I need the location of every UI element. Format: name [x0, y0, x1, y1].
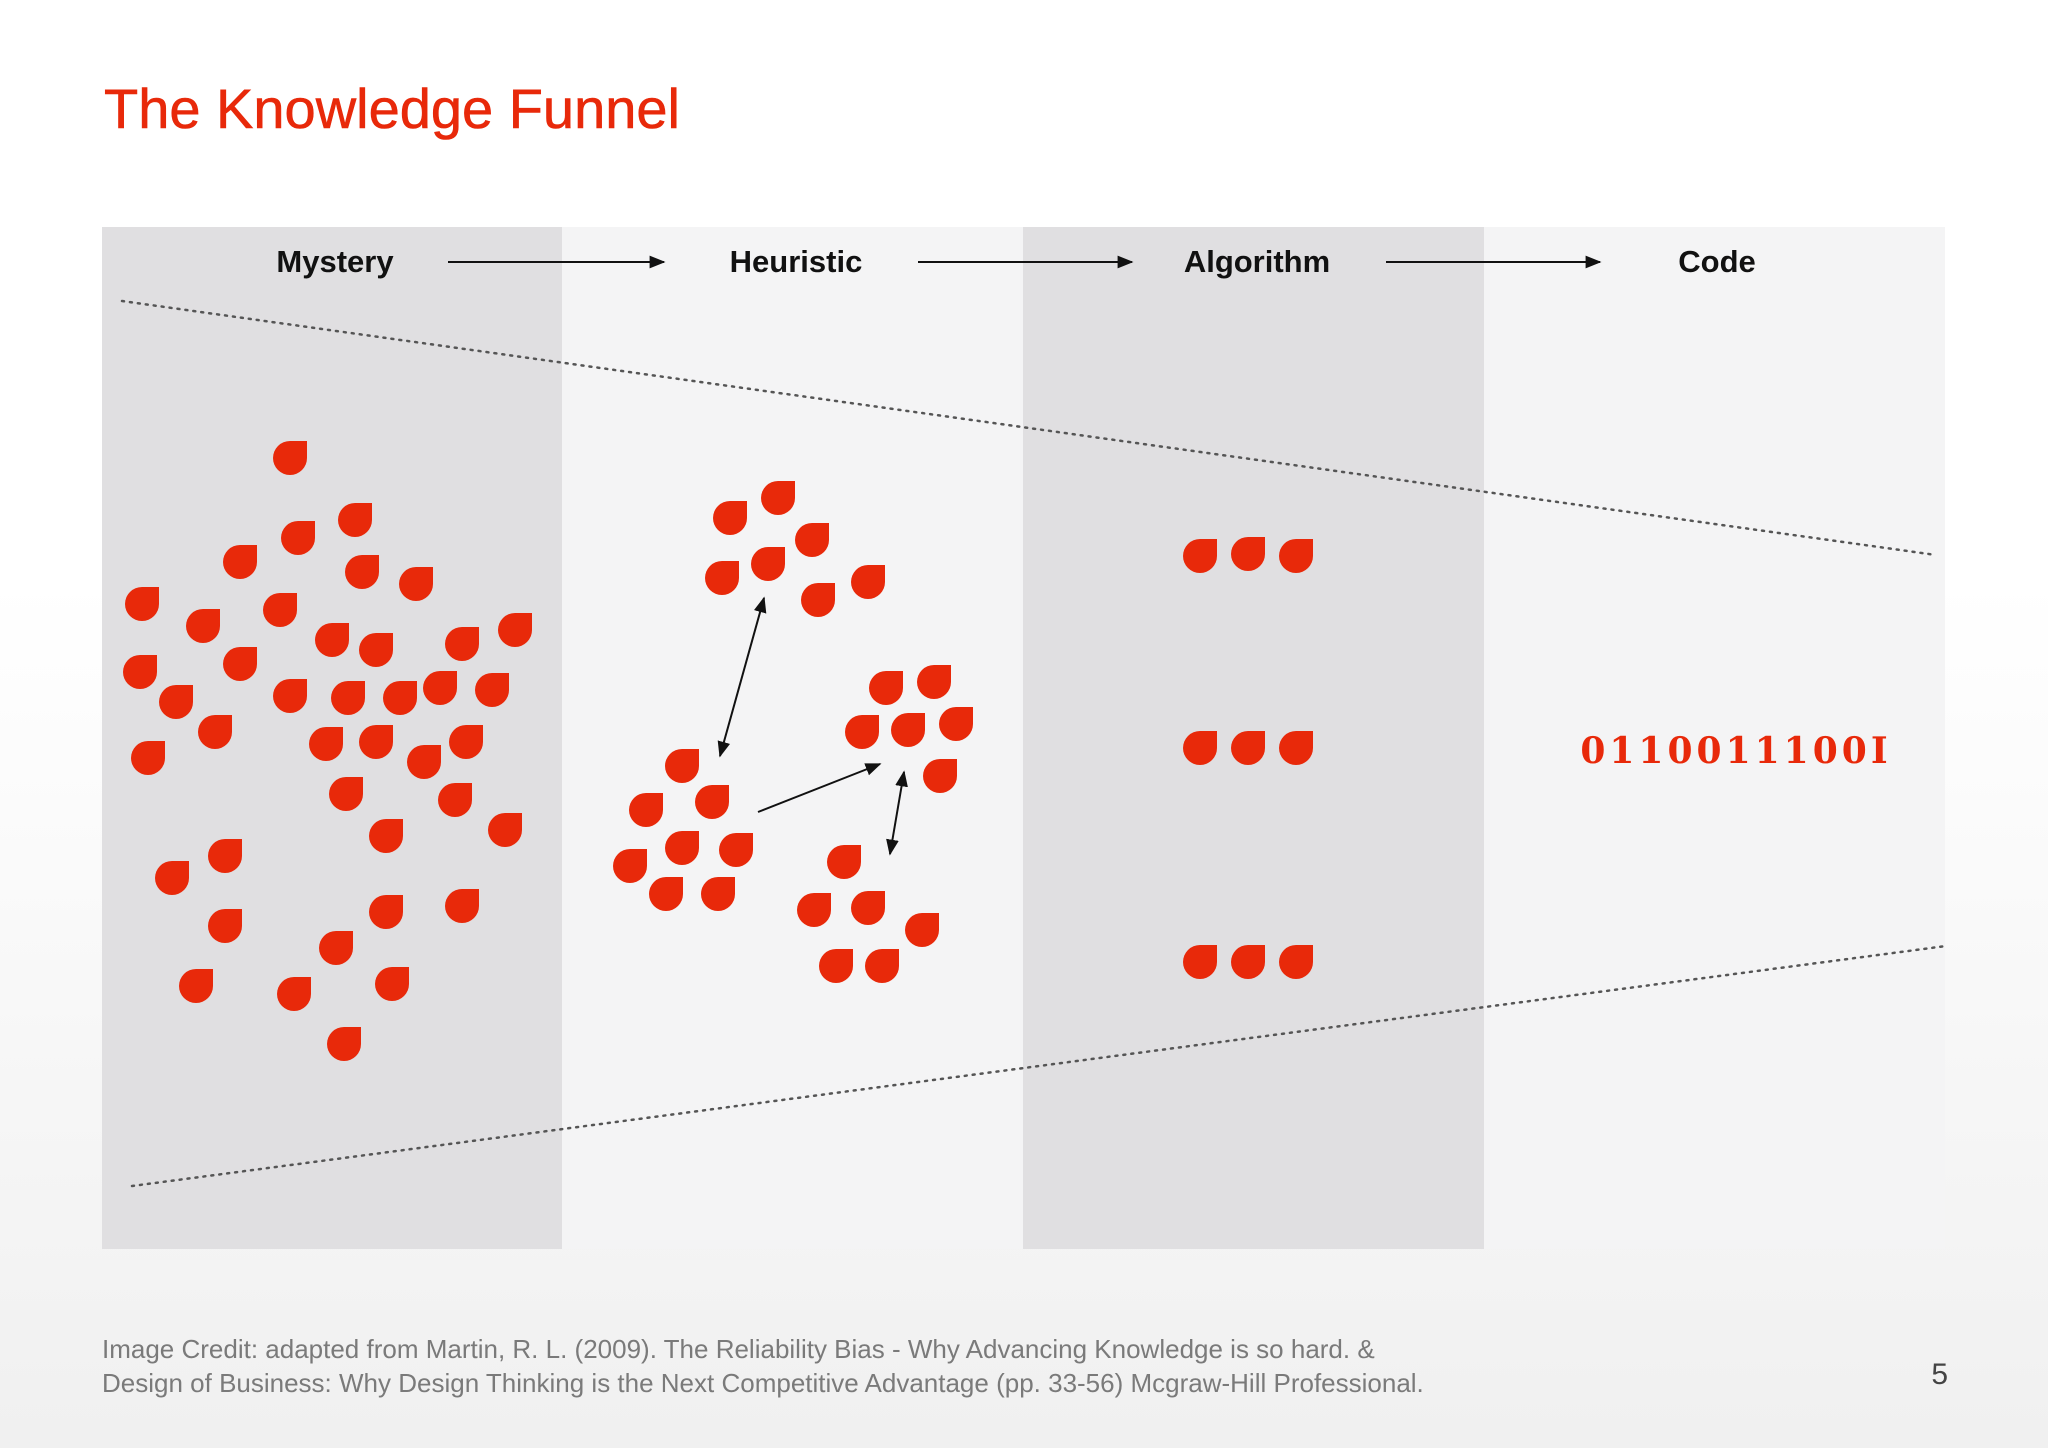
drop-icon: [123, 655, 157, 689]
stage-column-code: [1484, 227, 1945, 1249]
stage-label-heuristic: Heuristic: [730, 244, 863, 279]
drop-icon: [319, 931, 353, 965]
drop-icon: [1279, 945, 1313, 979]
stage-column-heuristic: [562, 227, 1023, 1249]
drop-icon: [801, 583, 835, 617]
drop-icon: [159, 685, 193, 719]
drop-icon: [383, 681, 417, 715]
drop-icon: [701, 877, 735, 911]
drop-icon: [665, 831, 699, 865]
drop-icon: [369, 895, 403, 929]
heuristic-link-3: [886, 770, 908, 856]
stage-label-algorithm: Algorithm: [1184, 244, 1330, 279]
drop-icon: [1279, 731, 1313, 765]
drop-icon: [329, 777, 363, 811]
drop-icon: [1231, 731, 1265, 765]
drop-icon: [761, 481, 795, 515]
drop-icon: [186, 609, 220, 643]
drop-icon: [327, 1027, 361, 1061]
drop-icon: [488, 813, 522, 847]
drop-icon: [795, 523, 829, 557]
drop-icon: [208, 839, 242, 873]
image-credit: Image Credit: adapted from Martin, R. L.…: [102, 1332, 1424, 1400]
drops-layer: [123, 441, 1313, 1061]
heuristic-link-2: [757, 763, 882, 813]
drop-icon: [665, 749, 699, 783]
drop-icon: [223, 647, 257, 681]
drop-icon: [891, 713, 925, 747]
page-number: 5: [1931, 1358, 1948, 1391]
drop-icon: [277, 977, 311, 1011]
drop-icon: [438, 783, 472, 817]
drop-icon: [713, 501, 747, 535]
drop-icon: [273, 679, 307, 713]
drop-icon: [449, 725, 483, 759]
drop-icon: [845, 715, 879, 749]
drop-icon: [629, 793, 663, 827]
drop-icon: [208, 909, 242, 943]
drop-icon: [917, 665, 951, 699]
image-credit-line-1: Image Credit: adapted from Martin, R. L.…: [102, 1334, 1375, 1364]
drop-icon: [475, 673, 509, 707]
slide-title: The Knowledge Funnel: [104, 77, 681, 141]
drop-icon: [695, 785, 729, 819]
drop-icon: [1183, 731, 1217, 765]
drop-icon: [719, 833, 753, 867]
drop-icon: [869, 671, 903, 705]
drop-icon: [851, 891, 885, 925]
drop-icon: [939, 707, 973, 741]
drop-icon: [819, 949, 853, 983]
image-credit-line-2: Design of Business: Why Design Thinking …: [102, 1368, 1424, 1398]
drop-icon: [338, 503, 372, 537]
drop-icon: [309, 727, 343, 761]
drop-icon: [359, 633, 393, 667]
drop-icon: [359, 725, 393, 759]
drop-icon: [498, 613, 532, 647]
drop-icon: [705, 561, 739, 595]
drop-icon: [407, 745, 441, 779]
drop-icon: [331, 681, 365, 715]
drop-icon: [827, 845, 861, 879]
heuristic-link-1: [717, 596, 767, 758]
drop-icon: [125, 587, 159, 621]
drop-icon: [423, 671, 457, 705]
drop-icon: [281, 521, 315, 555]
stage-label-code: Code: [1678, 244, 1756, 279]
stage-label-mystery: Mystery: [276, 244, 394, 279]
drop-icon: [751, 547, 785, 581]
drop-icon: [315, 623, 349, 657]
funnel-top-line: [120, 299, 1938, 557]
drop-icon: [345, 555, 379, 589]
drop-icon: [263, 593, 297, 627]
drop-icon: [399, 567, 433, 601]
drop-icon: [649, 877, 683, 911]
drop-icon: [273, 441, 307, 475]
drop-icon: [155, 861, 189, 895]
drop-icon: [1279, 539, 1313, 573]
drop-icon: [1183, 539, 1217, 573]
drop-icon: [179, 969, 213, 1003]
drop-icon: [445, 627, 479, 661]
drop-icon: [851, 565, 885, 599]
drop-icon: [1231, 945, 1265, 979]
drop-icon: [905, 913, 939, 947]
drop-icon: [131, 741, 165, 775]
drop-icon: [1183, 945, 1217, 979]
drop-icon: [865, 949, 899, 983]
drop-icon: [369, 819, 403, 853]
drop-icon: [445, 889, 479, 923]
drop-icon: [198, 715, 232, 749]
drop-icon: [923, 759, 957, 793]
drop-icon: [223, 545, 257, 579]
drop-icon: [613, 849, 647, 883]
funnel-bottom-line: [130, 944, 1948, 1188]
code-output: 0110011100I: [1580, 730, 1891, 772]
drop-icon: [1231, 537, 1265, 571]
drop-icon: [797, 893, 831, 927]
drop-icon: [375, 967, 409, 1001]
